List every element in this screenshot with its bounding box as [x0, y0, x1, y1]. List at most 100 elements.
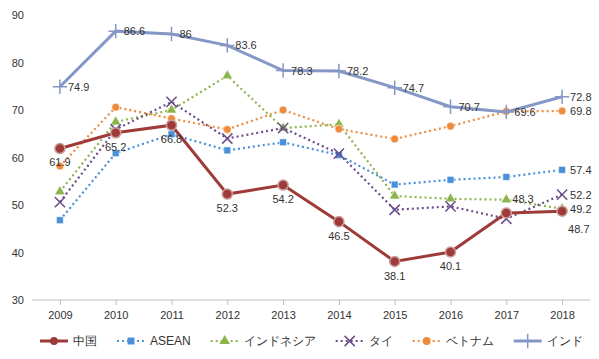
- series-marker: [391, 135, 399, 143]
- legend-marker: [423, 337, 431, 345]
- y-axis: 30 40 50 60 70 80 90: [12, 9, 33, 306]
- series-marker: [164, 27, 178, 41]
- data-label: 78.2: [347, 65, 368, 77]
- series-marker: [166, 97, 176, 107]
- data-label: 69.8: [570, 105, 591, 117]
- x-tick-label: 2009: [48, 309, 72, 321]
- series-marker: [389, 190, 400, 199]
- data-label: 66.8: [161, 133, 182, 145]
- series-marker: [447, 176, 454, 183]
- y-tick: 60: [12, 152, 32, 164]
- series-marker: [447, 122, 455, 130]
- series-marker: [55, 186, 66, 195]
- x-tick-mark: [283, 300, 284, 305]
- data-label: 52.2: [570, 189, 591, 201]
- x-tick-label: 2012: [216, 309, 240, 321]
- series-marker: [166, 120, 176, 130]
- series-marker: [555, 89, 569, 103]
- series-marker: [55, 143, 65, 153]
- legend-label: タイ: [369, 334, 393, 348]
- series-line: [60, 76, 562, 209]
- data-label: 48.3: [512, 193, 533, 205]
- y-tick-label: 70: [12, 104, 24, 116]
- data-label: 61.9: [49, 156, 70, 168]
- series-marker: [499, 105, 513, 119]
- legend-label: インド: [547, 334, 583, 348]
- x-tick: 2009: [48, 300, 72, 321]
- legend-marker: [219, 335, 230, 344]
- data-label: 86.6: [124, 25, 145, 37]
- series-marker: [334, 149, 344, 159]
- series-marker: [557, 206, 567, 216]
- data-label: 40.1: [440, 260, 461, 272]
- x-tick-mark: [395, 300, 396, 305]
- legend-marker: [345, 336, 355, 346]
- y-tick: 70: [12, 104, 32, 116]
- series-line: [60, 102, 562, 219]
- legend-marker: [50, 337, 58, 345]
- series-line: [60, 31, 562, 112]
- legend-label: 中国: [73, 334, 97, 348]
- legend-item: インドネシア: [211, 334, 316, 348]
- x-tick-label: 2013: [271, 309, 295, 321]
- series-marker: [222, 133, 232, 143]
- x-tick-label: 2010: [104, 309, 128, 321]
- data-label: 49.2: [570, 203, 591, 215]
- y-tick: 50: [12, 199, 32, 211]
- legend-item: インド: [514, 334, 583, 348]
- legend-item: ASEAN: [117, 334, 191, 348]
- series-marker: [111, 128, 121, 138]
- y-tick: 80: [12, 57, 32, 69]
- legend-label: ベトナム: [446, 334, 494, 348]
- x-axis: 2009 2010 2011 2012 2013 2014 2015 2016 2017 2018: [32, 300, 590, 321]
- x-tick-mark: [506, 300, 507, 305]
- data-label: 86: [180, 28, 192, 40]
- series-marker: [279, 106, 287, 114]
- series-marker: [112, 103, 120, 111]
- x-tick-label: 2015: [383, 309, 407, 321]
- x-tick-label: 2011: [160, 309, 184, 321]
- series-marker: [222, 70, 233, 79]
- data-label: 83.6: [235, 39, 256, 51]
- series-line: [60, 125, 562, 261]
- series-marker: [559, 166, 566, 173]
- series-marker: [557, 189, 567, 199]
- data-label: 72.8: [570, 91, 591, 103]
- series-marker: [280, 139, 287, 146]
- series-marker: [278, 180, 288, 190]
- x-tick: 2018: [550, 300, 574, 321]
- y-tick-label: 60: [12, 152, 24, 164]
- data-label: 48.7: [568, 223, 589, 235]
- x-tick: 2013: [271, 300, 295, 321]
- x-tick: 2011: [160, 300, 184, 321]
- x-tick-label: 2014: [327, 309, 351, 321]
- legend-marker: [128, 338, 135, 345]
- x-tick: 2016: [439, 300, 463, 321]
- series-marker: [55, 197, 65, 207]
- legend-label: インドネシア: [244, 334, 316, 348]
- y-tick-label: 90: [12, 9, 24, 21]
- x-tick-label: 2018: [550, 309, 574, 321]
- series-marker: [110, 116, 121, 125]
- series-marker: [220, 38, 234, 52]
- legend-label: ASEAN: [150, 334, 191, 348]
- x-tick: 2015: [383, 300, 407, 321]
- y-tick-label: 40: [12, 247, 24, 259]
- series-marker: [335, 125, 343, 133]
- series-marker: [391, 181, 398, 188]
- x-tick-mark: [562, 300, 563, 305]
- y-axis-line: [32, 16, 33, 301]
- plot-area: [53, 24, 570, 267]
- x-tick-mark: [227, 300, 228, 305]
- data-label: 78.3: [291, 65, 312, 77]
- series-line: [60, 134, 562, 220]
- x-tick: 2010: [104, 300, 128, 321]
- data-label: 38.1: [384, 270, 405, 282]
- y-tick: 30: [12, 294, 32, 306]
- series-marker: [334, 217, 344, 227]
- x-tick-label: 2017: [495, 309, 519, 321]
- y-tick: 40: [12, 247, 32, 259]
- y-tick-label: 30: [12, 294, 24, 306]
- series-marker: [278, 123, 288, 133]
- series-marker: [445, 247, 455, 257]
